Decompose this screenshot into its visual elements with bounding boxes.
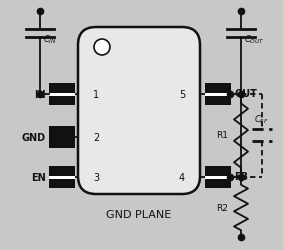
Text: 1: 1 (93, 90, 99, 100)
Text: $C_{OUT}$: $C_{OUT}$ (244, 33, 265, 45)
Bar (49, 84, 75, 106)
Bar (49, 93, 75, 96)
Text: IN: IN (34, 90, 46, 100)
Bar (205, 176, 231, 179)
Text: FB: FB (234, 171, 248, 181)
FancyBboxPatch shape (78, 28, 200, 194)
Text: EN: EN (31, 172, 46, 182)
Bar (205, 166, 231, 188)
Text: $C_{FF}$: $C_{FF}$ (254, 113, 269, 126)
Text: 4: 4 (179, 172, 185, 182)
Circle shape (94, 40, 110, 56)
Bar (205, 84, 231, 106)
Bar (49, 176, 75, 179)
Text: $C_{IN}$: $C_{IN}$ (43, 33, 57, 45)
Text: GND: GND (22, 132, 46, 142)
Text: 2: 2 (93, 132, 99, 142)
Text: R2: R2 (216, 203, 228, 212)
Bar (205, 93, 231, 96)
Text: R1: R1 (216, 131, 228, 140)
Text: 5: 5 (179, 90, 185, 100)
Text: 3: 3 (93, 172, 99, 182)
Bar (49, 166, 75, 188)
Text: OUT: OUT (234, 89, 257, 99)
Bar (49, 126, 75, 148)
Text: GND PLANE: GND PLANE (106, 209, 171, 219)
